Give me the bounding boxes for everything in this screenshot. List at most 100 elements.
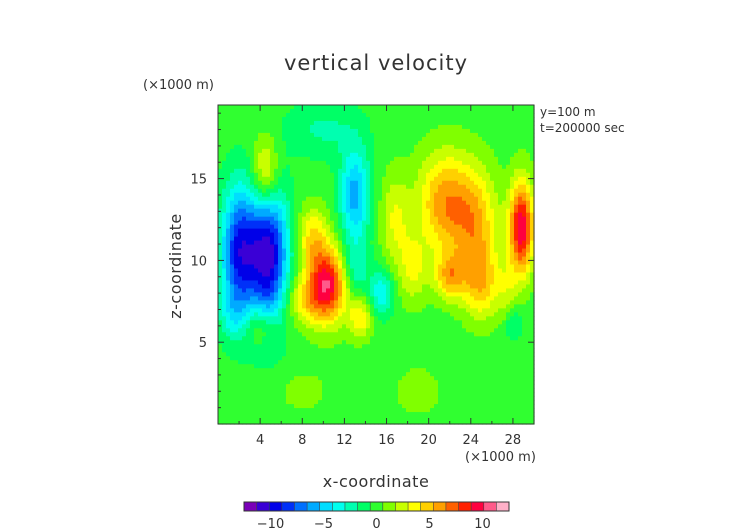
heatmap-cell [238,328,243,333]
heatmap-cell [362,328,367,333]
heatmap-cell [406,156,411,162]
heatmap-cell [350,336,355,341]
heatmap-cell [402,328,407,333]
heatmap-cell [386,136,391,142]
heatmap-cell [322,228,327,234]
heatmap-cell [358,140,363,146]
heatmap-cell [334,384,339,389]
heatmap-cell [382,320,387,325]
heatmap-cell [218,216,223,222]
heatmap-cell [410,268,415,274]
heatmap-cell [318,180,323,186]
heatmap-cell [434,180,439,186]
heatmap-cell [466,216,471,222]
heatmap-cell [254,276,259,282]
heatmap-cell [366,204,371,210]
heatmap-cell [314,416,319,421]
heatmap-cell [266,176,271,182]
heatmap-cell [330,152,335,158]
heatmap-cell [398,236,403,242]
heatmap-cell [398,252,403,258]
heatmap-cell [290,348,295,353]
heatmap-cell [398,240,403,246]
heatmap-cell [426,220,431,226]
heatmap-cell [230,296,235,301]
heatmap-cell [258,128,263,134]
heatmap-cell [306,380,311,385]
heatmap-cell [382,188,387,194]
heatmap-cell [218,272,223,278]
heatmap-cell [446,176,451,182]
heatmap-cell [338,200,343,206]
heatmap-cell [286,224,291,230]
heatmap-cell [458,212,463,218]
heatmap-cell [266,284,271,290]
heatmap-cell [370,228,375,234]
heatmap-cell [266,168,271,174]
heatmap-cell [290,248,295,254]
heatmap-cell [306,336,311,341]
heatmap-cell [386,192,391,198]
heatmap-cell [442,160,447,166]
heatmap-cell [342,400,347,405]
heatmap-cell [230,340,235,345]
heatmap-cell [322,188,327,194]
heatmap-cell [254,300,259,305]
heatmap-cell [258,176,263,182]
heatmap-cell [266,356,271,361]
heatmap-cell [302,376,307,381]
heatmap-cell [358,108,363,114]
heatmap-cell [454,292,459,297]
heatmap-cell [386,376,391,381]
heatmap-cell [438,256,443,262]
heatmap-cell [238,260,243,266]
heatmap-cell [258,344,263,349]
heatmap-cell [278,304,283,309]
heatmap-cell [294,340,299,345]
heatmap-cell [326,356,331,361]
heatmap-cell [414,168,419,174]
heatmap-cell [334,404,339,409]
heatmap-cell [446,348,451,353]
heatmap-cell [262,304,267,309]
heatmap-cell [218,116,223,122]
heatmap-cell [282,296,287,301]
heatmap-cell [434,284,439,290]
heatmap-cell [302,160,307,166]
heatmap-cell [426,320,431,325]
heatmap-cell [338,148,343,154]
heatmap-cell [294,344,299,349]
heatmap-cell [414,256,419,262]
heatmap-cell [322,220,327,226]
heatmap-cell [446,368,451,373]
heatmap-cell [394,136,399,142]
heatmap-cell [434,388,439,393]
heatmap-cell [366,348,371,353]
heatmap-cell [326,112,331,118]
heatmap-cell [438,260,443,266]
heatmap-cell [262,140,267,146]
heatmap-cell [350,132,355,138]
heatmap-cell [398,400,403,405]
heatmap-cell [230,332,235,337]
heatmap-cell [286,140,291,146]
heatmap-cell [390,168,395,174]
heatmap-cell [386,216,391,222]
heatmap-cell [414,304,419,309]
heatmap-cell [434,224,439,230]
heatmap-cell [438,400,443,405]
heatmap-cell [266,108,271,114]
heatmap-cell [226,416,231,421]
heatmap-cell [378,184,383,190]
heatmap-cell [282,144,287,150]
heatmap-cell [278,388,283,393]
heatmap-cell [254,392,259,397]
heatmap-cell [230,108,235,114]
heatmap-cell [330,280,335,286]
heatmap-cell [250,160,255,166]
heatmap-cell [362,152,367,158]
heatmap-cell [358,340,363,345]
heatmap-cell [326,200,331,206]
heatmap-cell [222,348,227,353]
heatmap-cell [350,236,355,242]
